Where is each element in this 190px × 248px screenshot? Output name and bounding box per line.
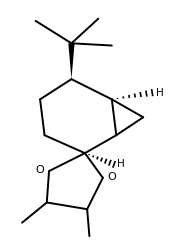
Text: O: O [35,165,44,175]
Text: H: H [156,88,163,98]
Text: O: O [108,172,116,182]
Text: H: H [117,159,125,169]
Polygon shape [68,43,75,79]
